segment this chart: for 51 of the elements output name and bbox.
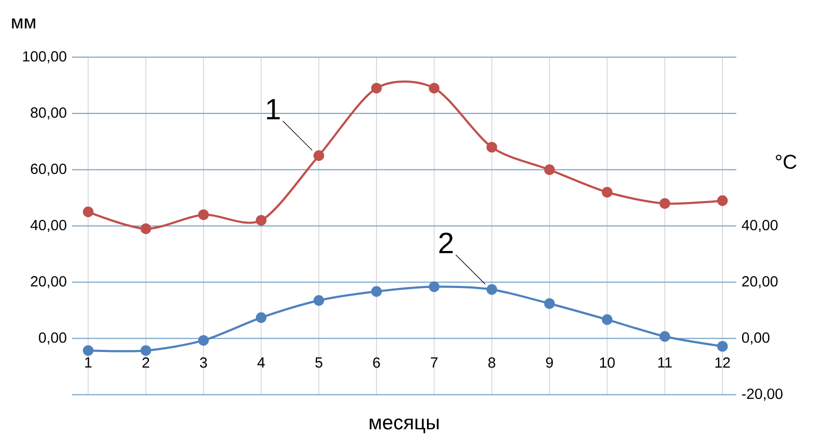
point [659, 198, 670, 209]
x-tick-label: 7 [430, 357, 438, 368]
y-tick-label: 80,00 [30, 107, 66, 120]
annotation: 2 [439, 232, 453, 254]
y2-tick-label: 20,00 [742, 276, 778, 288]
point [428, 82, 440, 94]
y-axis-title: мм [12, 18, 36, 28]
x-tick-label: 1 [85, 357, 92, 368]
x-tick-label: 2 [142, 357, 150, 368]
y-tick-label: 60,00 [30, 164, 66, 176]
x-tick-label: 5 [315, 357, 322, 368]
y2-tick-label: 0,00 [742, 332, 770, 344]
point [602, 314, 612, 325]
y-tick-label: 20,00 [30, 276, 66, 288]
point [82, 345, 94, 356]
point [486, 142, 498, 152]
point [659, 331, 670, 342]
point [256, 214, 267, 226]
point [140, 345, 152, 356]
point [428, 281, 440, 292]
x-tick-label: 9 [546, 357, 553, 368]
point [717, 340, 728, 352]
point [313, 295, 324, 306]
x-tick-label: 10 [600, 357, 615, 368]
y2-tick-label: -20,00 [742, 388, 782, 401]
x-tick-label: 8 [488, 357, 496, 368]
x-tick-label: 6 [373, 357, 380, 368]
x-tick-label: 12 [715, 357, 730, 368]
y2-axis-title: °C [776, 154, 796, 169]
point [544, 164, 555, 175]
point [717, 195, 728, 206]
point [486, 284, 498, 295]
point [256, 312, 267, 323]
x-tick-label: 3 [200, 357, 207, 368]
point [602, 186, 612, 198]
y2-tick-label: 40,00 [742, 220, 778, 232]
point [82, 206, 94, 218]
point [198, 209, 209, 220]
point [371, 82, 382, 94]
x-tick-label: 4 [257, 357, 265, 368]
point [140, 223, 152, 234]
x-tick-label: 11 [658, 357, 672, 368]
point [313, 150, 324, 161]
y-tick-label: 40,00 [30, 220, 66, 232]
point [371, 286, 382, 297]
point [198, 334, 209, 346]
annotation: 1 [267, 99, 280, 120]
y-tick-label: 100,00 [23, 51, 66, 64]
point [544, 298, 555, 309]
y-tick-label: 0,00 [38, 332, 66, 344]
x-axis-title: месяцы [370, 418, 439, 434]
